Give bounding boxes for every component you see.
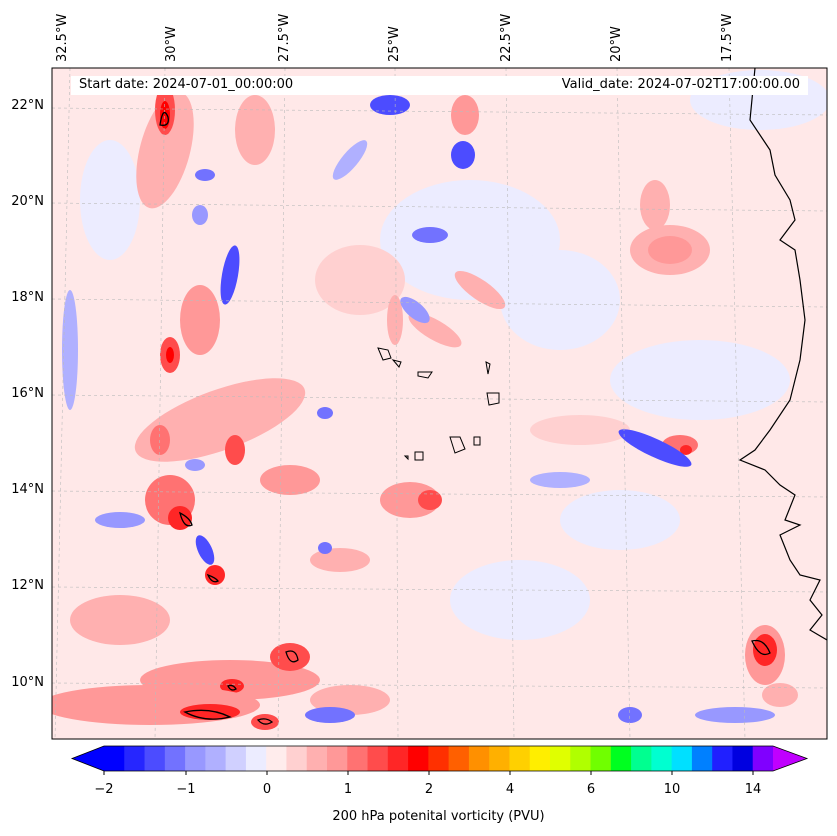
colorbar-tick-label: 14: [744, 782, 762, 797]
colorbar-segment: [306, 746, 328, 771]
valid-date: Valid_date: 2024-07-02T17:00:00.00: [561, 77, 800, 92]
pv-field-positive: [52, 85, 798, 730]
colorbar-segment: [428, 746, 450, 771]
colorbar-segment: [245, 746, 267, 771]
colorbar-segment: [509, 746, 531, 771]
colorbar-segment: [104, 746, 125, 771]
colorbar-segment: [752, 746, 774, 771]
colorbar-segment: [529, 746, 551, 771]
pv-2-contours: [159, 111, 771, 725]
colorbar-segment: [732, 746, 754, 771]
lon-label: 32.5°W: [55, 13, 70, 62]
colorbar-segment: [448, 746, 470, 771]
colorbar-segment: [712, 746, 733, 771]
colorbar-segment: [387, 746, 409, 771]
colorbar-tick-label: 6: [586, 782, 596, 797]
colorbar-segment: [144, 746, 166, 771]
colorbar-tick-label: 4: [505, 782, 515, 797]
colorbar-segment: [225, 746, 247, 771]
colorbar-segment: [651, 746, 673, 771]
start-date: Start date: 2024-07-01_00:00:00: [79, 77, 294, 92]
colorbar-segment: [205, 746, 227, 771]
colorbar-tick-label: 1: [343, 782, 353, 797]
lat-label: 22°N: [11, 98, 44, 113]
colorbar-segment: [631, 746, 652, 771]
lon-label: 25°W: [387, 26, 402, 62]
lon-label: 20°W: [609, 26, 624, 62]
colorbar-tick-label: 2: [424, 782, 434, 797]
lat-label: 16°N: [11, 386, 44, 401]
colorbar-segment: [347, 746, 369, 771]
lat-label: 20°N: [11, 194, 44, 209]
date-annotation: Start date: 2024-07-01_00:00:00 Valid_da…: [71, 76, 808, 95]
lat-label: 10°N: [11, 675, 44, 690]
colorbar-low-extend: [72, 746, 104, 771]
colorbar-segment: [468, 746, 490, 771]
colorbar-tick-label: 10: [663, 782, 681, 797]
colorbar-segment: [367, 746, 389, 771]
lon-label: 30°W: [164, 26, 179, 62]
islands: [377, 347, 500, 461]
lon-label: 27.5°W: [277, 13, 292, 62]
colorbar-label: 200 hPa potenital vorticity (PVU): [332, 809, 545, 824]
map-panel: [52, 68, 827, 739]
colorbar-segment: [286, 746, 308, 771]
colorbar-segment: [610, 746, 632, 771]
lon-label: 17.5°W: [720, 13, 735, 62]
colorbar-tick-label: −1: [176, 782, 196, 797]
lat-label: 14°N: [11, 482, 44, 497]
africa-coastline: [738, 68, 827, 641]
colorbar-segment: [164, 746, 186, 771]
colorbar-segment: [489, 746, 510, 771]
colorbar-high-extend: [773, 746, 807, 771]
colorbar-tick-label: −2: [94, 782, 114, 797]
lon-label: 22.5°W: [499, 13, 514, 62]
colorbar-segment: [550, 746, 571, 771]
map-frame: [51, 67, 828, 740]
colorbar-segment: [185, 746, 206, 771]
colorbar-segment: [408, 746, 429, 771]
lat-label: 12°N: [11, 578, 44, 593]
colorbar-tick-label: 0: [262, 782, 272, 797]
colorbar-segment: [327, 746, 348, 771]
lat-label: 18°N: [11, 290, 44, 305]
colorbar-segment: [691, 746, 713, 771]
colorbar-segment: [590, 746, 612, 771]
colorbar-segment: [570, 746, 592, 771]
colorbar-segment: [266, 746, 287, 771]
colorbar-segment: [124, 746, 146, 771]
pv-field-negative: [62, 95, 775, 723]
colorbar-segment: [671, 746, 693, 771]
graticule: [52, 68, 827, 739]
colorbar: [70, 745, 809, 775]
